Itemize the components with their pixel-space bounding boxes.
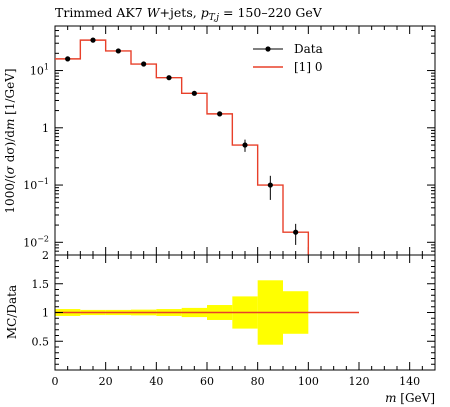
x-tick-label: 100 [298,375,319,388]
data-point [65,56,71,62]
data-point [90,37,96,43]
x-tick-label: 120 [349,375,370,388]
main-y-tick-label: 101 [30,63,49,78]
legend-data-marker [265,46,271,52]
legend: Data [1] 0 [253,42,323,74]
ratio-y-axis-label: MC/Data [5,285,19,339]
main-y-tick-label: 10−1 [23,177,49,192]
ratio-y-tick-label: 1.5 [32,278,50,291]
x-tick-label: 60 [200,375,214,388]
ratio-y-tick-label: 2 [42,249,49,262]
ratio-axis-ticks: 0.511.520 20 40 60 80 100 120 140 [32,249,436,388]
x-tick-label: 40 [149,375,163,388]
data-point [115,48,121,54]
mc-histogram-line [55,39,310,255]
ratio-y-tick-label: 1 [42,307,49,320]
main-y-tick-label: 10−2 [23,234,49,249]
x-tick-label: 0 [52,375,59,388]
main-y-axis-label: 1000/(σ dσ)/dm [1/GeV] [3,68,17,213]
main-plot-panel: 101 1 10−1 10−2 Data [1] 0 1000/(σ dσ)/dm [… [3,25,436,256]
data-point [191,90,197,96]
main-y-ticks: 101 1 10−1 10−2 [23,25,436,256]
ratio-plot-panel: 0.511.520 20 40 60 80 100 120 140 MC/Data m [Ge… [5,249,436,405]
x-tick-label: 80 [251,375,265,388]
x-axis-label: m [GeV] [385,391,435,405]
legend-entry-data: Data [294,42,323,56]
mc-histogram [55,39,310,255]
data-point [166,75,172,81]
data-point [217,111,223,117]
data-points [65,37,299,245]
chart-title: Trimmed AK7 W+jets, pT,j = 150–220 GeV [55,5,323,23]
x-tick-label: 140 [399,375,420,388]
main-y-tick-label: 1 [42,122,49,135]
data-point [141,61,147,67]
data-point [242,142,248,148]
data-point [293,229,299,235]
ratio-y-tick-label: 0.5 [32,335,50,348]
x-tick-label: 20 [99,375,113,388]
legend-entry-mc: [1] 0 [294,60,322,74]
data-point [267,182,273,188]
